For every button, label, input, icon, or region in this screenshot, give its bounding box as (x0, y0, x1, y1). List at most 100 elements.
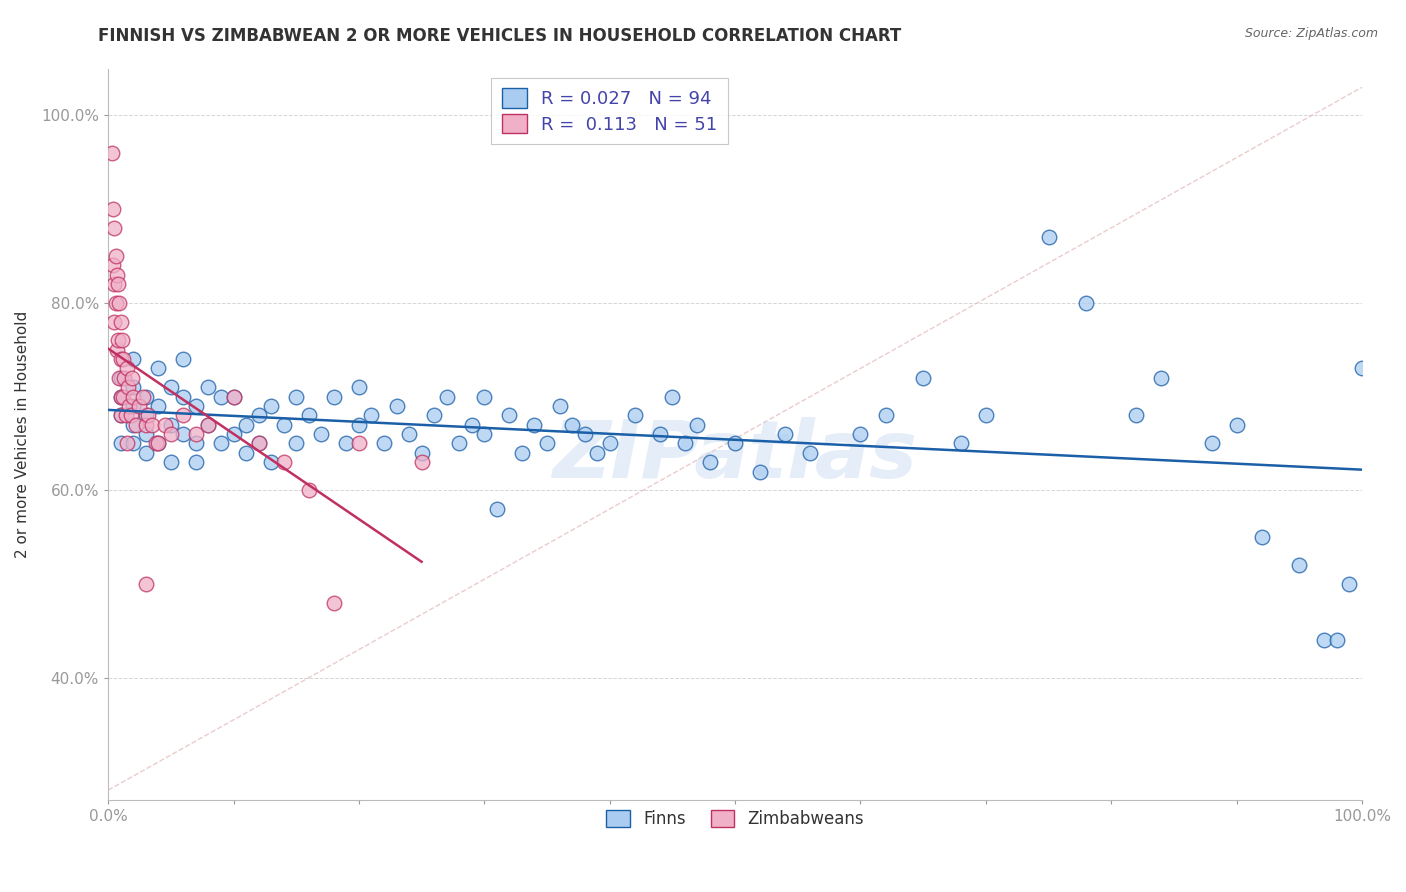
Point (209, 436, 232, 450)
Text: FINNISH VS ZIMBABWEAN 2 OR MORE VEHICLES IN HOUSEHOLD CORRELATION CHART: FINNISH VS ZIMBABWEAN 2 OR MORE VEHICLES… (98, 27, 901, 45)
Point (160, 427, 183, 442)
Legend: Finns, Zimbabweans: Finns, Zimbabweans (599, 804, 870, 835)
Point (153, 417, 176, 432)
Point (247, 436, 270, 450)
Point (347, 380, 370, 394)
Point (398, 427, 420, 442)
Point (673, 436, 696, 450)
Point (135, 409, 157, 423)
Point (112, 390, 135, 404)
Point (101, 145, 124, 160)
Point (114, 409, 136, 423)
Point (623, 409, 645, 423)
Point (273, 417, 295, 432)
Point (1351, 361, 1374, 376)
Point (115, 361, 138, 376)
Point (110, 436, 132, 450)
Point (498, 409, 520, 423)
Point (574, 427, 596, 442)
Point (148, 399, 170, 413)
Point (949, 436, 972, 450)
Point (197, 417, 219, 432)
Text: Source: ZipAtlas.com: Source: ZipAtlas.com (1244, 27, 1378, 40)
Point (107, 277, 129, 291)
Point (373, 436, 395, 450)
Point (110, 352, 132, 367)
Point (148, 436, 170, 450)
Point (101, 202, 124, 216)
Point (172, 409, 194, 423)
Point (125, 417, 148, 432)
Point (260, 455, 283, 469)
Point (103, 220, 125, 235)
Point (184, 399, 207, 413)
Point (235, 417, 257, 432)
Point (385, 399, 408, 413)
Point (121, 371, 143, 385)
Point (1125, 409, 1147, 423)
Point (101, 258, 124, 272)
Point (110, 409, 132, 423)
Point (1326, 633, 1348, 648)
Point (1313, 633, 1336, 648)
Point (172, 352, 194, 367)
Point (260, 399, 283, 413)
Point (148, 361, 170, 376)
Point (247, 409, 270, 423)
Point (148, 436, 170, 450)
Point (105, 268, 128, 282)
Point (912, 371, 935, 385)
Point (461, 417, 484, 432)
Point (107, 334, 129, 348)
Point (298, 483, 321, 498)
Point (184, 427, 207, 442)
Point (586, 446, 609, 460)
Point (108, 371, 131, 385)
Point (209, 390, 232, 404)
Point (510, 446, 533, 460)
Point (1226, 417, 1249, 432)
Point (197, 380, 219, 394)
Point (523, 417, 546, 432)
Point (648, 427, 671, 442)
Point (128, 399, 150, 413)
Point (135, 577, 157, 591)
Point (749, 465, 772, 479)
Point (285, 436, 308, 450)
Y-axis label: 2 or more Vehicles in Household: 2 or more Vehicles in Household (15, 310, 30, 558)
Point (197, 417, 219, 432)
Point (773, 427, 796, 442)
Point (1076, 295, 1098, 310)
Point (686, 417, 709, 432)
Point (561, 417, 583, 432)
Point (411, 446, 433, 460)
Point (1288, 558, 1310, 573)
Point (724, 436, 747, 450)
Point (135, 446, 157, 460)
Point (104, 295, 127, 310)
Point (222, 390, 245, 404)
Point (120, 409, 142, 423)
Point (184, 436, 207, 450)
Point (135, 417, 157, 432)
Point (110, 390, 132, 404)
Point (132, 390, 155, 404)
Point (799, 446, 821, 460)
Point (247, 436, 270, 450)
Point (105, 343, 128, 357)
Point (110, 409, 132, 423)
Point (1201, 436, 1223, 450)
Point (875, 409, 897, 423)
Point (849, 427, 872, 442)
Point (1339, 577, 1361, 591)
Point (1150, 371, 1173, 385)
Point (311, 427, 333, 442)
Point (423, 409, 446, 423)
Point (322, 596, 344, 610)
Point (122, 390, 145, 404)
Point (1038, 230, 1060, 244)
Point (160, 380, 183, 394)
Point (335, 436, 357, 450)
Point (599, 436, 621, 450)
Point (347, 417, 370, 432)
